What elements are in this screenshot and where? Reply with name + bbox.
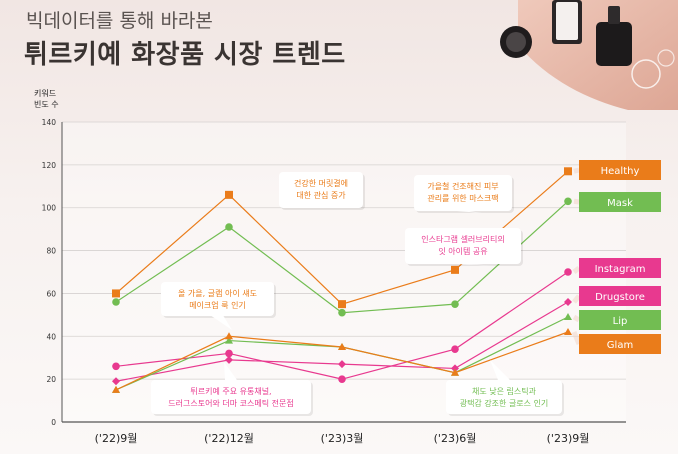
data-point (225, 355, 233, 364)
data-point (338, 300, 346, 309)
annotation-bubble (414, 175, 512, 211)
x-tick-label: ('23)3월 (321, 432, 364, 445)
legend-label: Glam (607, 340, 633, 351)
y-tick-label: 60 (46, 289, 56, 298)
annotation-text: 메이크업 룩 인기 (189, 300, 246, 310)
x-tick-label: ('22)12월 (204, 432, 254, 445)
data-point (451, 345, 459, 353)
annotation-tail (211, 316, 232, 330)
annotation-text: 관리를 위한 마스크팩 (427, 193, 498, 203)
legend-label: Instagram (595, 264, 646, 275)
annotation-tail (457, 264, 498, 266)
legend-label: Drugstore (595, 292, 645, 303)
legend-box-lip (579, 310, 661, 330)
data-point (564, 328, 572, 335)
legend-box-healthy (579, 160, 661, 180)
data-point (225, 223, 233, 231)
legend-leader (572, 314, 581, 323)
data-point (338, 375, 346, 383)
data-point (225, 190, 233, 199)
y-axis-label-line: 빈도 수 (34, 100, 59, 109)
annotation-text: 올 가을, 글램 아이 섀도 (178, 288, 257, 298)
x-tick-label: ('22)9월 (95, 432, 138, 445)
annotation-text: 광택감 강조한 글로스 인기 (460, 398, 549, 408)
annotation-bubble (405, 228, 521, 264)
data-point (112, 377, 120, 386)
y-tick-label: 0 (51, 418, 56, 427)
annotation-text: 인스타그램 셀러브리티의 (421, 234, 505, 244)
annotation-bubble (151, 380, 311, 414)
page-subtitle: 빅데이터를 통해 바라본 (26, 10, 213, 32)
legend-leader (573, 167, 580, 174)
data-point (225, 349, 233, 358)
y-tick-label: 100 (42, 204, 57, 213)
data-point (564, 313, 572, 320)
data-point (112, 385, 120, 393)
annotation-tail (490, 360, 510, 380)
data-point (112, 289, 120, 298)
annotation-text: 잇 아이템 공유 (438, 246, 487, 256)
legend-label: Healthy (601, 166, 640, 177)
x-tick-label: ('23)9월 (547, 432, 590, 445)
legend-box-drugstore (579, 286, 661, 306)
data-point (564, 167, 572, 176)
legend-box-glam (579, 334, 661, 354)
y-tick-label: 20 (46, 375, 56, 384)
data-point (451, 364, 459, 373)
legend-box-instagram (579, 258, 661, 278)
data-point (225, 332, 233, 340)
data-point (451, 300, 459, 308)
annotation-text: 드러그스토어와 더마 코스메틱 전문점 (168, 398, 293, 408)
data-point (112, 362, 120, 371)
legend-leader (572, 266, 581, 274)
annotation-bubble (279, 172, 363, 208)
legend-label: Mask (607, 198, 633, 209)
y-tick-label: 80 (46, 247, 56, 256)
legend-leader (572, 294, 581, 304)
x-tick-label: ('23)6월 (434, 432, 477, 445)
annotation-tail (457, 211, 482, 213)
data-point (338, 360, 346, 369)
legend-leader (573, 198, 580, 205)
annotation-bubble (446, 380, 562, 414)
annotation-tail (224, 362, 237, 380)
y-tick-label: 120 (42, 161, 57, 170)
legend-leader (571, 331, 582, 345)
data-point (451, 368, 459, 376)
y-tick-label: 40 (46, 332, 56, 341)
annotation-text: 채도 낮은 립스틱과 (472, 386, 537, 396)
data-point (338, 343, 346, 350)
annotation-text: 건강한 머릿결에 (294, 178, 348, 188)
data-point (564, 197, 572, 206)
y-axis-label-line: 키워드 (34, 89, 57, 98)
annotation-text: 대한 관심 증가 (296, 190, 346, 200)
data-point (112, 298, 120, 306)
legend-box-mask (579, 192, 661, 212)
cosmetics-illustration (500, 0, 678, 110)
annotation-bubble (161, 282, 274, 316)
data-point (564, 298, 572, 306)
annotation-text: 가을철 건조해진 피부 (427, 181, 498, 191)
legend-label: Lip (613, 316, 628, 327)
data-point (225, 336, 233, 344)
annotation-text: 튀르키예 주요 유통채널, (190, 386, 271, 396)
page-title: 튀르키예 화장품 시장 트렌드 (24, 40, 346, 70)
data-point (564, 268, 572, 276)
data-point (451, 265, 459, 274)
y-tick-label: 140 (42, 118, 57, 127)
data-point (338, 308, 346, 317)
y-axis-label: 키워드 빈도 수 (34, 88, 59, 110)
